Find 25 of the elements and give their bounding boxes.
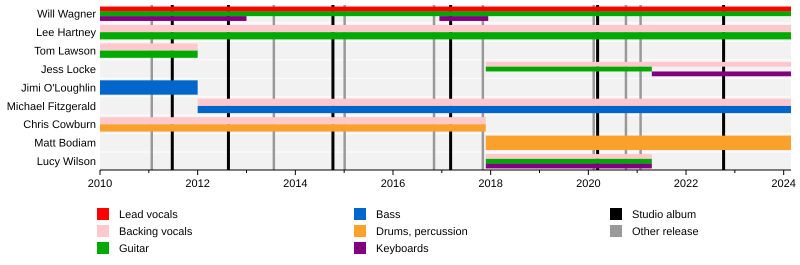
legend-label: Backing vocals bbox=[119, 226, 193, 238]
x-tick-label: 2024 bbox=[771, 178, 796, 190]
legend-label: Studio album bbox=[632, 208, 696, 221]
y-tick-label: Tom Lawson bbox=[34, 45, 96, 58]
legend-label: Drums, percussion bbox=[376, 226, 468, 238]
legend-label: Keyboards bbox=[376, 242, 430, 255]
y-tick-label: Jimi O'Loughlin bbox=[21, 82, 96, 94]
x-tick-label: 2018 bbox=[478, 178, 503, 190]
y-tick-label: Michael Fitzgerald bbox=[6, 100, 96, 113]
x-tick-label: 2010 bbox=[88, 178, 112, 190]
y-tick-label: Matt Bodiam bbox=[34, 138, 96, 150]
x-tick-label: 2020 bbox=[576, 178, 601, 190]
y-tick-label: Lucy Wilson bbox=[36, 156, 96, 168]
x-tick-label: 2022 bbox=[674, 178, 698, 190]
legend-label: Other release bbox=[632, 226, 699, 238]
legend-label: Lead vocals bbox=[119, 208, 178, 221]
legend-label: Guitar bbox=[119, 242, 150, 255]
y-tick-label: Lee Hartney bbox=[36, 27, 96, 40]
y-tick-label: Chris Cowburn bbox=[23, 119, 96, 132]
x-tick-label: 2016 bbox=[380, 178, 406, 190]
x-tick-label: 2012 bbox=[185, 178, 210, 190]
y-tick-label: Jess Locke bbox=[40, 64, 96, 76]
x-tick-label: 2014 bbox=[283, 178, 308, 190]
legend-label: Bass bbox=[376, 208, 401, 221]
y-tick-label: Will Wagner bbox=[37, 8, 96, 21]
